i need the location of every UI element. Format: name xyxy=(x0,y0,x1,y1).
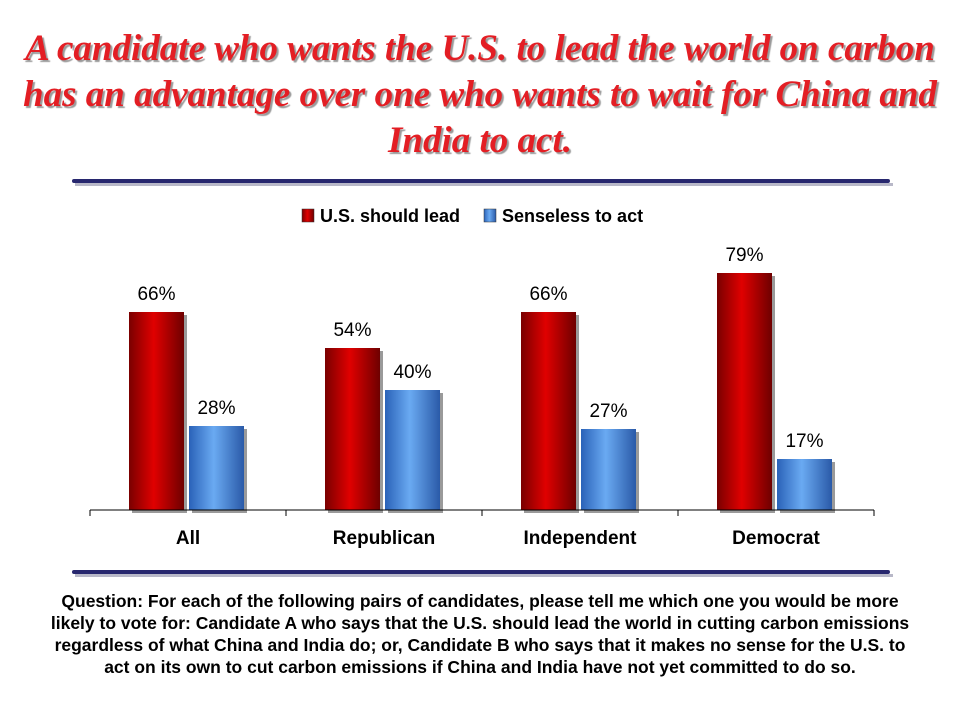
bar-u-s-should-lead-democrat xyxy=(717,273,772,510)
data-label: 66% xyxy=(137,284,175,305)
data-label: 40% xyxy=(393,362,431,383)
data-label: 17% xyxy=(785,431,823,452)
chart-data-labels: 66% 28% 54% 40% 66% 27% 79% 17% xyxy=(137,245,823,452)
bar-senseless-to-act-all xyxy=(189,426,244,510)
legend-label: U.S. should lead xyxy=(320,206,460,226)
category-label: Republican xyxy=(333,528,435,549)
category-label: All xyxy=(176,528,200,549)
data-label: 28% xyxy=(197,398,235,419)
legend-swatch xyxy=(301,208,315,223)
title-divider xyxy=(72,179,893,186)
data-label: 27% xyxy=(589,401,627,422)
page-title: A candidate who wants the U.S. to lead t… xyxy=(23,28,937,161)
bar-u-s-should-lead-republican xyxy=(325,348,380,510)
bar-u-s-should-lead-all xyxy=(129,312,184,510)
x-axis: All Republican Independent Democrat xyxy=(89,509,875,549)
bar-senseless-to-act-democrat xyxy=(777,459,832,510)
chart-legend: U.S. should lead Senseless to act xyxy=(301,206,643,226)
survey-question-text: Question: For each of the following pair… xyxy=(50,591,910,677)
category-label: Democrat xyxy=(732,528,820,549)
data-label: 79% xyxy=(725,245,763,266)
category-label: Independent xyxy=(524,528,638,549)
legend-swatch xyxy=(483,208,497,223)
bar-senseless-to-act-republican xyxy=(385,390,440,510)
bar-u-s-should-lead-independent xyxy=(521,312,576,510)
chart-bars xyxy=(129,273,835,513)
legend-label: Senseless to act xyxy=(502,206,643,226)
question-divider xyxy=(72,570,893,577)
data-label: 54% xyxy=(333,320,371,341)
data-label: 66% xyxy=(529,284,567,305)
bar-chart: U.S. should lead Senseless to act 66% 28% 5… xyxy=(89,206,875,549)
bar-senseless-to-act-independent xyxy=(581,429,636,510)
